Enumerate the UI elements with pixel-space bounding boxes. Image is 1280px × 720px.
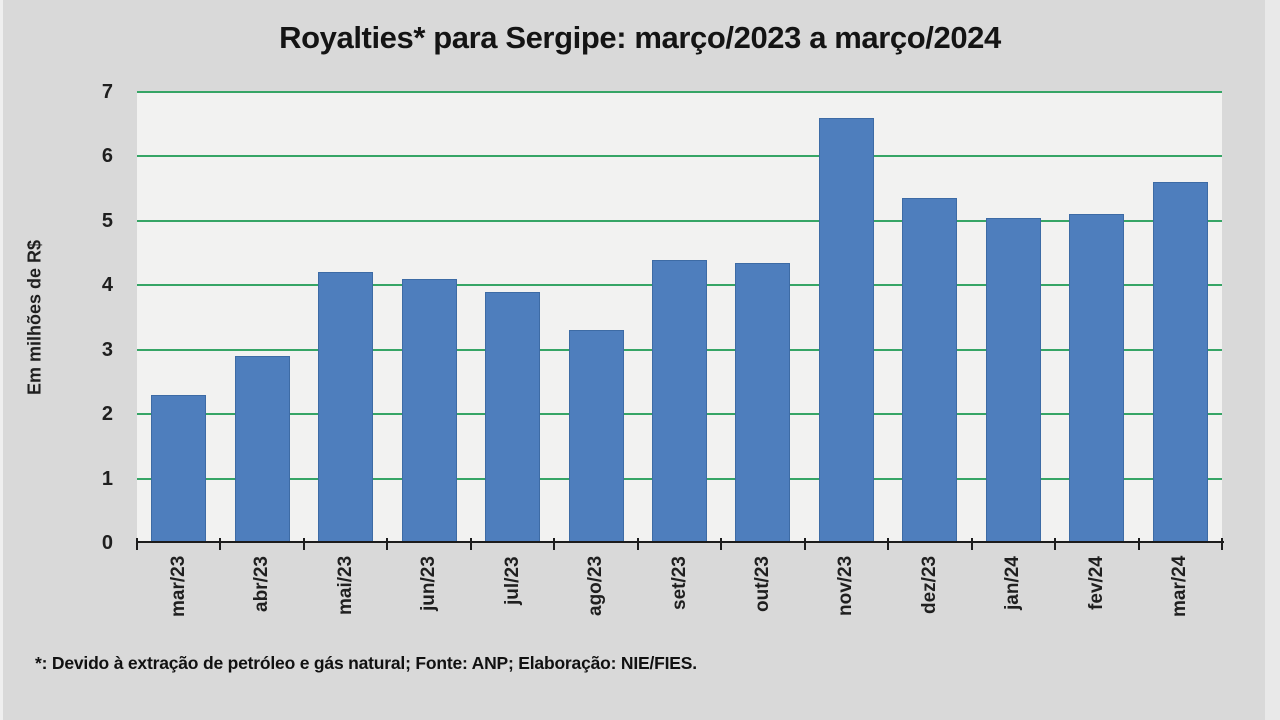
x-axis-tickmark-2 (302, 538, 305, 550)
x-axis-tick-labels: mar/23 abr/23 mai/23 jun/23 jul/23 ago/23 set/… (137, 556, 1222, 648)
gridline-y6 (137, 155, 1222, 158)
x-tick-label-out/23: out/23 (751, 556, 773, 612)
y-tick-label-1: 1 (101, 467, 113, 490)
x-tick-label-mar/23: mar/23 (167, 556, 189, 618)
x-tick-label-jun/23: jun/23 (418, 556, 440, 611)
gridline-y5 (137, 219, 1222, 222)
x-axis-tickmark-11 (1054, 538, 1057, 550)
x-tick-label-nov/23: nov/23 (835, 556, 857, 617)
x-axis-line (136, 538, 1224, 550)
left-edge-strip (0, 0, 3, 720)
bar-abr/23 (234, 356, 290, 543)
bar-jul/23 (485, 291, 541, 543)
x-tick-label-dez/23: dez/23 (918, 556, 940, 615)
x-tick-label-mai/23: mai/23 (334, 556, 356, 616)
bar-out/23 (735, 262, 791, 543)
bar-mar/24 (1152, 182, 1208, 543)
bar-nov/23 (818, 117, 874, 543)
bar-mai/23 (318, 272, 374, 543)
y-tick-label-6: 6 (101, 145, 113, 168)
x-tick-label-jan/24: jan/24 (1002, 556, 1024, 610)
x-tick-label-set/23: set/23 (668, 556, 690, 610)
gridline-y7 (137, 91, 1222, 93)
y-tick-label-4: 4 (101, 274, 113, 297)
x-axis-tickmark-6 (636, 538, 639, 550)
x-axis-tickmark-5 (553, 538, 556, 550)
x-axis-tickmark-13 (1221, 538, 1223, 550)
y-tick-label-7: 7 (101, 81, 113, 103)
right-edge-strip (1265, 0, 1280, 720)
bar-set/23 (652, 259, 707, 543)
chart-title: Royalties* para Sergipe: março/2023 a ma… (279, 20, 1001, 55)
x-axis-tickmark-10 (970, 538, 973, 550)
bar-mar/23 (151, 394, 207, 543)
y-tick-label-3: 3 (101, 338, 113, 361)
bar-dez/23 (902, 198, 958, 543)
x-tick-label-ago/23: ago/23 (585, 556, 607, 617)
x-axis-tickmark-1 (219, 538, 222, 550)
bar-fev/24 (1069, 214, 1125, 543)
x-axis-tickmark-0 (136, 538, 138, 550)
x-tick-label-abr/23: abr/23 (251, 556, 273, 612)
y-tick-label-0: 0 (101, 532, 113, 554)
y-axis-tick-labels: 0 1 2 3 4 5 6 7 (70, 81, 113, 554)
x-tick-label-jul/23: jul/23 (501, 556, 523, 605)
bar-ago/23 (568, 330, 624, 543)
x-axis-tickmark-3 (386, 538, 389, 550)
x-tick-label-fev/24: fev/24 (1085, 556, 1107, 610)
x-axis-tickmark-9 (887, 538, 890, 550)
x-axis-tickmark-7 (720, 538, 723, 550)
plot-area (137, 91, 1222, 543)
chart-footnote: *: Devido à extração de petróleo e gás n… (35, 653, 697, 673)
y-axis-title: Em milhões de R$ (24, 239, 45, 396)
x-axis-tickmark-8 (803, 538, 806, 550)
bar-jan/24 (985, 217, 1041, 543)
bar-jun/23 (401, 278, 457, 543)
x-axis-tickmark-4 (469, 538, 472, 550)
x-axis-tickmark-12 (1137, 538, 1140, 550)
y-tick-label-5: 5 (101, 209, 113, 232)
y-tick-label-2: 2 (101, 403, 113, 426)
x-tick-label-mar/24: mar/24 (1169, 556, 1191, 618)
